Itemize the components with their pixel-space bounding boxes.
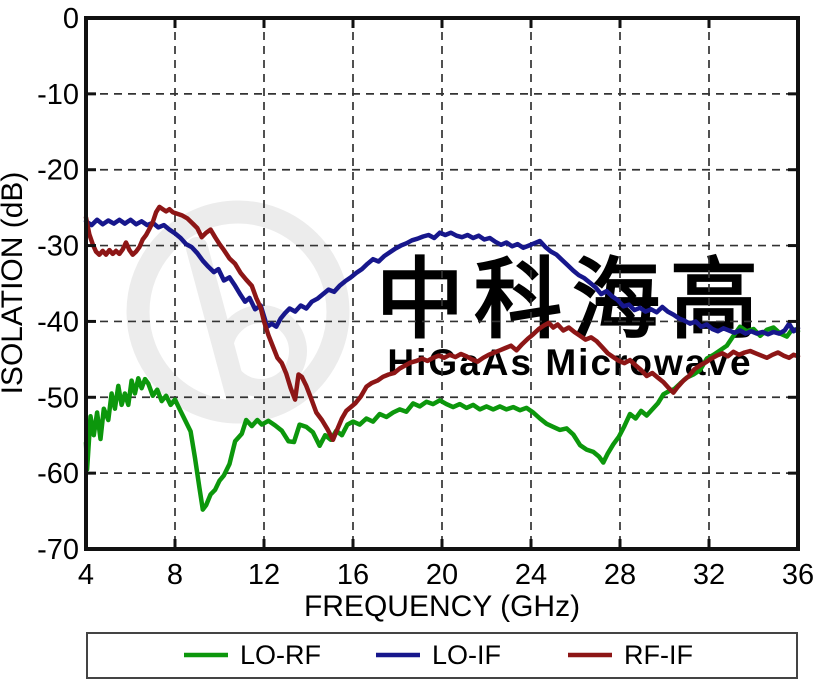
y-tick-label--30: -30 [37, 231, 79, 263]
x-tick-label-8: 8 [167, 559, 183, 591]
series-line-RF-IF [83, 204, 801, 443]
x-tick-label-20: 20 [426, 559, 458, 591]
x-tick-label-4: 4 [78, 559, 94, 591]
legend-item-LO-IF: LO-IF [376, 640, 501, 670]
y-tick-label--20: -20 [37, 155, 79, 187]
y-tick-label-0: 0 [63, 3, 79, 35]
axis-ticks [86, 18, 798, 549]
y-tick-label--40: -40 [37, 306, 79, 338]
x-tick-label-12: 12 [248, 559, 280, 591]
watermark: 中科海高 HiGaAs Microwave [126, 200, 758, 424]
series-line-LO-RF [83, 324, 801, 512]
y-axis-title: ISOLATION (dB) [0, 172, 29, 395]
watermark-latin-text: HiGaAs Microwave [387, 342, 752, 383]
grid-lines [86, 18, 798, 549]
legend: LO-RF LO-IF RF-IF [86, 632, 798, 679]
series-line-LO-IF [83, 217, 801, 337]
legend-label-LO-RF: LO-RF [240, 640, 321, 670]
x-tick-labels: 4 8 12 16 20 24 28 32 36 [78, 559, 814, 591]
legend-item-RF-IF: RF-IF [568, 640, 693, 670]
y-tick-labels: 0 -10 -20 -30 -40 -50 -60 -70 [37, 3, 79, 566]
y-tick-label--50: -50 [37, 382, 79, 414]
legend-item-LO-RF: LO-RF [184, 640, 321, 670]
y-tick-label--60: -60 [37, 458, 79, 490]
legend-label-LO-IF: LO-IF [432, 640, 501, 670]
y-tick-label--70: -70 [37, 534, 79, 566]
x-tick-label-36: 36 [782, 559, 814, 591]
legend-label-RF-IF: RF-IF [624, 640, 693, 670]
x-tick-label-24: 24 [515, 559, 547, 591]
x-tick-label-16: 16 [337, 559, 369, 591]
x-tick-label-28: 28 [604, 559, 636, 591]
legend-items: LO-RF LO-IF RF-IF [184, 640, 693, 670]
x-axis-title: FREQUENCY (GHz) [304, 590, 580, 623]
series-lines [83, 204, 801, 512]
x-tick-label-32: 32 [693, 559, 725, 591]
y-tick-label--10: -10 [37, 79, 79, 111]
